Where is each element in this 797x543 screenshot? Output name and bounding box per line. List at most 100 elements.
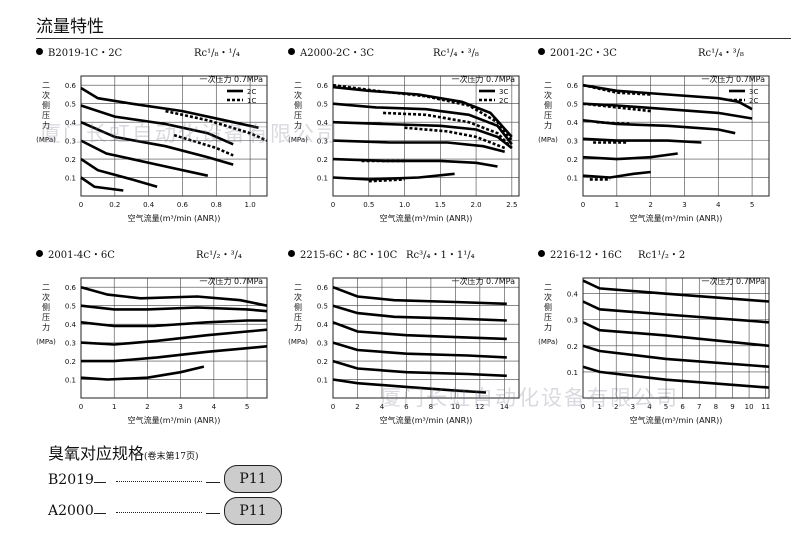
data-series-line [404, 126, 506, 150]
y-axis-label-char: 次 [544, 90, 552, 100]
y-tick-label: 0.3 [317, 138, 328, 146]
x-tick-label: 10 [745, 403, 754, 411]
bullet-icon [36, 48, 43, 55]
data-series-line [332, 285, 507, 306]
chart-model-title: 2001-4C・6C [36, 246, 115, 261]
chart-panel-2001-2c: 2001-2C・3C Rc¹/₄・³/₈ 0 1 2 3 4 5 0.1 0.2 0.3 0.4 0… [538, 44, 783, 234]
legend-label: 2C [749, 97, 758, 105]
x-tick-label: 3 [178, 403, 182, 411]
data-series-line [582, 119, 736, 135]
y-axis-label-char: 力 [294, 120, 302, 130]
y-axis-label-char: 侧 [294, 100, 302, 110]
y-axis-unit: (MPa) [36, 136, 56, 144]
y-axis-label-char: 次 [294, 292, 302, 302]
data-series-line [332, 102, 513, 146]
leader-dash [94, 513, 106, 514]
data-series-line [582, 300, 770, 324]
x-tick-label: 0 [581, 403, 585, 411]
data-series-line [80, 139, 209, 177]
y-axis-label-char: 压 [42, 313, 50, 322]
leader-dash [94, 482, 106, 483]
x-tick-label: 6 [404, 403, 409, 411]
x-tick-label: 1.0 [399, 201, 410, 209]
data-series-line [582, 344, 770, 368]
x-tick-label: 0.5 [363, 201, 374, 209]
y-axis-label-char: 次 [294, 90, 302, 100]
data-series-line [80, 121, 234, 166]
x-tick-label: 4 [380, 403, 385, 411]
x-tick-label: 1.5 [435, 201, 446, 209]
y-axis-label-char: 侧 [544, 302, 552, 312]
chart-panel-2001-4c: 2001-4C・6C Rc¹/₂・³/₄ 0 1 2 3 4 5 0.1 0.2 0.3 0.4 0… [36, 246, 281, 436]
ozone-heading: 臭氧对应规格(卷末第17页) [48, 444, 199, 463]
watermark: 厦门长虹自动化设备有限公司 [40, 122, 339, 146]
y-axis-label-char: 压 [544, 313, 552, 322]
y-tick-label: 0.3 [65, 340, 76, 348]
data-series-line [582, 137, 702, 144]
y-axis-unit: (MPa) [538, 136, 558, 144]
watermark: 厦门长虹自动化设备有限公司 [380, 386, 679, 410]
y-tick-label: 0.1 [65, 377, 76, 385]
port-size: Rc¹/₄・³/₈ [698, 48, 744, 59]
port-size: Rc¹/₈・¹/₄ [194, 48, 240, 59]
data-series-line [582, 102, 651, 113]
y-axis-label-char: 力 [42, 322, 50, 332]
x-tick-label: 0 [331, 201, 335, 209]
ozone-page-link[interactable]: P11 [224, 497, 282, 525]
chart-model-title: 2001-2C・3C [538, 44, 617, 59]
y-axis-label-char: 力 [544, 322, 552, 332]
ozone-page-link[interactable]: P11 [224, 465, 282, 493]
y-tick-label: 0.2 [65, 156, 76, 164]
y-tick-label: 0.4 [65, 321, 77, 329]
y-tick-label: 0.3 [567, 138, 578, 146]
y-tick-label: 0.6 [65, 284, 77, 292]
y-tick-label: 0.2 [567, 156, 578, 164]
x-tick-label: 1 [615, 201, 619, 209]
x-tick-label: 0.8 [211, 201, 222, 209]
plot-frame [582, 277, 770, 399]
primary-pressure-label: 一次压力 0.7MPa [199, 276, 263, 286]
x-tick-label: 7 [697, 403, 701, 411]
x-tick-label: 2 [648, 201, 652, 209]
y-axis-unit: (MPa) [36, 338, 56, 346]
y-tick-label: 0.5 [65, 101, 76, 109]
y-tick-label: 0.3 [567, 317, 578, 325]
y-axis-label-char: 二 [544, 81, 552, 90]
x-tick-label: 8 [429, 403, 433, 411]
y-tick-label: 0.6 [567, 82, 579, 90]
x-axis-label: 空气流量(m³/min (ANR)) [380, 213, 473, 223]
chart-panel-2215: 2215-6C・8C・10C Rc³/₄・1・1¹/₄ 0 2 4 6 8 10 12 14 0… [288, 246, 533, 436]
y-axis-label-char: 次 [42, 292, 50, 302]
leader-dash [206, 513, 220, 514]
x-tick-label: 1.0 [245, 201, 256, 209]
data-series-line [80, 176, 124, 192]
data-series-line [332, 172, 455, 181]
leader-dash [206, 482, 220, 483]
x-tick-label: 0 [79, 403, 83, 411]
legend-label: 2C [499, 97, 508, 105]
x-tick-label: 0 [581, 201, 585, 209]
primary-pressure-label: 一次压力 0.7MPa [701, 74, 765, 84]
leader-dots [116, 512, 202, 513]
y-tick-label: 0.5 [317, 101, 328, 109]
x-tick-label: 11 [761, 403, 770, 411]
y-axis-unit: (MPa) [288, 338, 308, 346]
y-tick-label: 0.6 [65, 82, 77, 90]
data-series-line [332, 321, 507, 341]
data-series-line [582, 279, 770, 303]
y-axis-label-char: 压 [294, 111, 302, 120]
legend-label: 2C [247, 88, 256, 96]
line-chart: 0 2 4 6 8 10 12 14 0.1 0.2 0.3 0.4 0.5 0.6 空气流量(m³/min… [288, 276, 520, 425]
x-tick-label: 0.2 [109, 201, 120, 209]
x-tick-label: 5 [664, 403, 668, 411]
bullet-icon [288, 48, 295, 55]
data-series-line [332, 304, 507, 322]
y-tick-label: 0.2 [65, 358, 76, 366]
x-tick-label: 2 [614, 403, 618, 411]
data-series-line [332, 359, 507, 378]
y-tick-label: 0.5 [65, 303, 76, 311]
x-axis-label: 空气流量(m³/min (ANR)) [128, 213, 221, 223]
primary-pressure-label: 一次压力 0.7MPa [451, 276, 515, 286]
x-tick-label: 2.5 [506, 201, 517, 209]
y-axis-label-char: 次 [42, 90, 50, 100]
